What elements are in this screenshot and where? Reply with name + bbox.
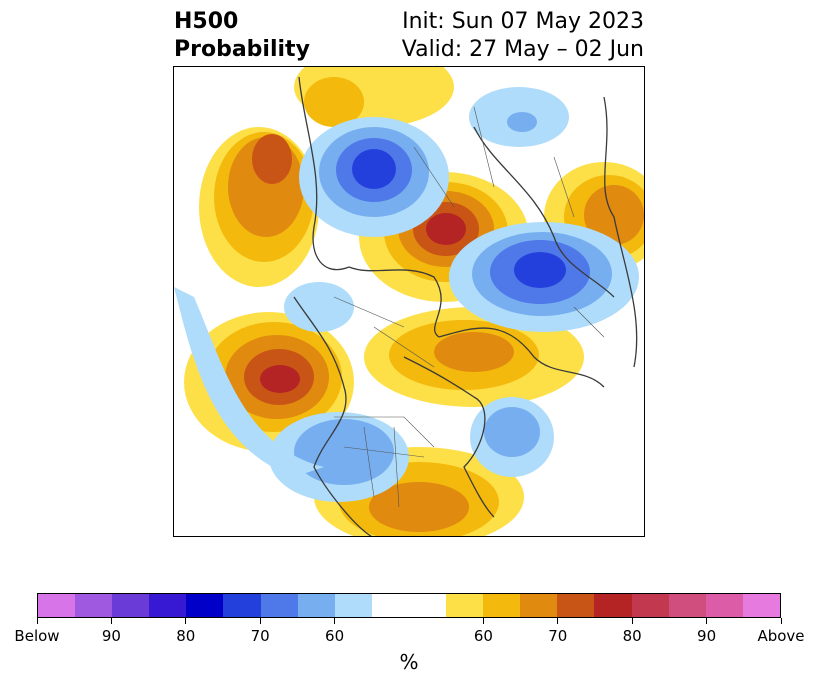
- anomaly-below-pacific-arc: [174, 287, 324, 477]
- colorbar-below-bin: [260, 594, 298, 617]
- colorbar-above-bin: [483, 594, 521, 617]
- colorbar-above-bin: [668, 594, 706, 617]
- colorbar-tick-label: Above: [757, 627, 805, 645]
- colorbar-tick: [631, 618, 633, 624]
- colorbar-tick: [110, 618, 112, 624]
- colorbar-above-bin: [520, 594, 558, 617]
- valid-label: Valid: 27 May – 02 Jun: [401, 37, 644, 62]
- colorbar-tick: [557, 618, 559, 624]
- chart-title-right: Init: Sun 07 May 2023 Valid: 27 May – 02…: [402, 8, 644, 64]
- colorbar-above-bin: [742, 594, 780, 617]
- colorbar-tick: [780, 618, 782, 624]
- colorbar-below-bin: [38, 594, 76, 617]
- colorbar-above-bin: [705, 594, 743, 617]
- colorbar-below-bin: [75, 594, 113, 617]
- colorbar-tick-label: 70: [548, 627, 568, 645]
- anomaly-below-central: [284, 282, 354, 332]
- colorbar-neutral-bin: [371, 594, 447, 617]
- colorbar-below-bin: [297, 594, 335, 617]
- colorbar-below-bin: [223, 594, 261, 617]
- colorbar-tick-label: 60: [473, 627, 493, 645]
- probability-map: [173, 66, 645, 537]
- colorbar-below-bin: [186, 594, 224, 617]
- colorbar-tick: [36, 618, 38, 624]
- colorbar-below-bin: [334, 594, 372, 617]
- anomaly-above-north-core: [304, 77, 364, 127]
- colorbar-tick: [706, 618, 708, 624]
- borders: [333, 106, 605, 508]
- colorbar-tick-label: 70: [250, 627, 270, 645]
- coastlines: [293, 76, 638, 536]
- colorbar-below-bin: [112, 594, 150, 617]
- anomaly-above-arctic: [364, 307, 584, 407]
- colorbar-tick-label: Below: [14, 627, 60, 645]
- colorbar: [37, 593, 781, 618]
- colorbar-tick: [185, 618, 187, 624]
- colorbar-tick: [334, 618, 336, 624]
- colorbar-tick-label: 90: [697, 627, 717, 645]
- anomaly-below-scandinavia: [449, 222, 639, 332]
- colorbar-tick-label: 90: [101, 627, 121, 645]
- colorbar-tick-label: 80: [622, 627, 642, 645]
- chart-title-left: H500 Probability: [174, 8, 310, 64]
- colorbar-below-bin: [149, 594, 187, 617]
- colorbar-tick-label: 60: [325, 627, 345, 645]
- anomaly-below-north-core: [507, 112, 537, 132]
- colorbar-tick: [259, 618, 261, 624]
- anomaly-below-east-siberia: [299, 117, 449, 237]
- variable-label: H500: [174, 9, 239, 34]
- colorbar-unit-label: %: [399, 650, 419, 674]
- map-svg: [174, 67, 644, 536]
- colorbar-above-bin: [631, 594, 669, 617]
- anomaly-below-atlantic: [470, 397, 554, 477]
- init-label: Init: Sun 07 May 2023: [402, 9, 644, 34]
- colorbar-above-bin: [594, 594, 632, 617]
- colorbar-above-bin: [446, 594, 484, 617]
- colorbar-tick: [482, 618, 484, 624]
- colorbar-above-bin: [557, 594, 595, 617]
- anomaly-above-bering: [199, 127, 319, 287]
- product-label: Probability: [174, 37, 310, 62]
- colorbar-tick-label: 80: [176, 627, 196, 645]
